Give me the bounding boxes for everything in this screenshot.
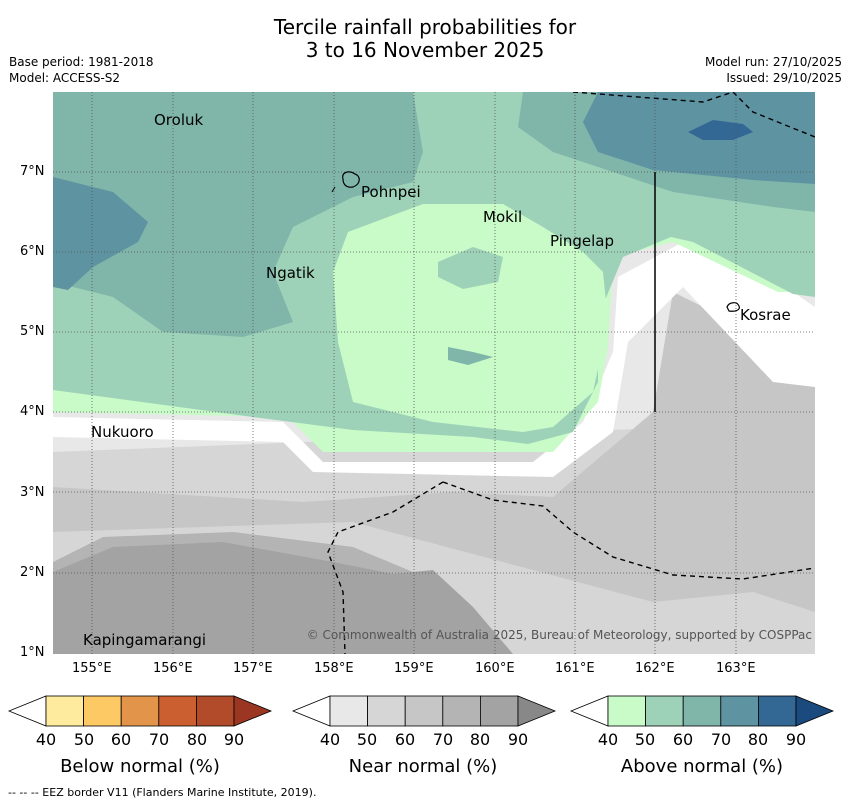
map-canvas (53, 92, 815, 654)
eez-border-lines (327, 92, 815, 654)
above-normal-70-west-region (53, 92, 423, 337)
chart-title-line1: Tercile rainfall probabilities for (273, 15, 577, 39)
colorbar-segment (367, 695, 406, 727)
cb-below-tick-60: 60 (110, 730, 132, 749)
colorbar-segment (83, 695, 122, 727)
place-label-kapingamarangi: Kapingamarangi (83, 631, 207, 649)
cb-near-tick-60: 60 (394, 730, 416, 749)
colorbar-segment-under (7, 695, 47, 727)
lat-label-3n: 3°N (20, 485, 45, 500)
model-run-label: Model run: 27/10/2025 (704, 55, 842, 69)
lat-label-6n: 6°N (20, 244, 45, 259)
lat-label-4n: 4°N (20, 404, 45, 419)
above-normal-70-spot-region (448, 347, 493, 365)
place-label-kosrae: Kosrae (740, 306, 791, 324)
colorbar-segment (195, 695, 235, 727)
cb-below-tick-80: 80 (186, 730, 208, 749)
cb-below-tick-70: 70 (148, 730, 170, 749)
place-label-ngatik: Ngatik (266, 264, 315, 282)
kosrae-island-icon (726, 302, 740, 312)
copyright-notice: © Commonwealth of Australia 2025, Bureau… (306, 628, 812, 642)
colorbar-segment-under (569, 695, 609, 727)
cb-near-tick-80: 80 (469, 730, 491, 749)
chart-title-line2: 3 to 16 November 2025 (305, 38, 545, 62)
place-label-pohnpei: Pohnpei (361, 183, 421, 201)
colorbar-above-normal (569, 695, 835, 727)
cb-above-tick-90: 90 (785, 730, 807, 749)
lon-label-159e: 159°E (394, 661, 434, 676)
lon-label-162e: 162°E (635, 661, 675, 676)
colorbar-segment (607, 695, 646, 727)
colorbar-segment (645, 695, 684, 727)
eez-footnote: -- -- -- EEZ border V11 (Flanders Marine… (8, 786, 317, 799)
colorbar-segment (404, 695, 444, 727)
lat-label-5n: 5°N (20, 324, 45, 339)
above-normal-80-east-region (583, 92, 815, 184)
lon-label-163e: 163°E (716, 661, 756, 676)
colorbar-segment (442, 695, 481, 727)
cb-near-tick-40: 40 (319, 730, 341, 749)
lon-label-160e: 160°E (475, 661, 515, 676)
ant-atoll-icon (331, 186, 336, 193)
model-label: Model: ACCESS-S2 (9, 71, 121, 85)
colorbar-segment (158, 695, 197, 727)
colorbar-segment (329, 695, 368, 727)
colorbar-below-normal (7, 695, 273, 727)
colorbar-segment-under (291, 695, 331, 727)
cb-below-tick-50: 50 (73, 730, 95, 749)
colorbar-title-near-normal: Near normal (%) (348, 756, 498, 777)
lat-label-2n: 2°N (20, 565, 45, 580)
base-period-label: Base period: 1981-2018 (9, 55, 154, 69)
place-label-mokil: Mokil (483, 208, 523, 226)
lon-label-158e: 158°E (314, 661, 354, 676)
place-label-nukuoro: Nukuoro (91, 423, 154, 441)
cb-above-tick-80: 80 (747, 730, 769, 749)
colorbar-segment (758, 695, 797, 727)
pohnpei-island-icon (342, 171, 360, 188)
colorbar-segment-over (517, 695, 557, 727)
cb-above-tick-40: 40 (597, 730, 619, 749)
colorbar-strip (7, 695, 835, 727)
near-normal-80-region (53, 542, 513, 654)
cb-near-tick-50: 50 (356, 730, 378, 749)
colorbar-title-below-normal: Below normal (%) (60, 756, 220, 777)
colorbar-segment (45, 695, 84, 727)
colorbar-title-above-normal: Above normal (%) (620, 756, 784, 777)
colorbar-segment-over (233, 695, 273, 727)
lon-label-155e: 155°E (72, 661, 112, 676)
above-normal-80-west-region (53, 177, 148, 290)
colorbar-segment (720, 695, 759, 727)
cb-near-tick-70: 70 (432, 730, 454, 749)
cb-above-tick-70: 70 (710, 730, 732, 749)
cb-below-tick-90: 90 (223, 730, 245, 749)
colorbar-segment (120, 695, 160, 727)
cb-near-tick-90: 90 (507, 730, 529, 749)
above-normal-50-inner-region (333, 204, 608, 432)
gridlines (53, 92, 815, 654)
above-normal-60-inner-region (438, 247, 503, 289)
near-normal-60-region (53, 292, 815, 612)
lon-label-157e: 157°E (233, 661, 273, 676)
place-label-oroluk: Oroluk (154, 111, 204, 129)
lat-label-1n: 1°N (20, 645, 45, 660)
lon-label-156e: 156°E (153, 661, 193, 676)
map-panel: Oroluk Pohnpei Mokil Pingelap Ngatik Kos… (53, 92, 815, 654)
lon-label-161e: 161°E (555, 661, 595, 676)
colorbar-segment (682, 695, 722, 727)
cb-below-tick-40: 40 (35, 730, 57, 749)
white-band-region (53, 242, 815, 477)
lat-label-7n: 7°N (20, 164, 45, 179)
cb-above-tick-60: 60 (672, 730, 694, 749)
cb-above-tick-50: 50 (634, 730, 656, 749)
place-label-pingelap: Pingelap (550, 232, 615, 250)
issued-label: Issued: 29/10/2025 (726, 71, 842, 85)
above-normal-90-region (688, 120, 753, 140)
colorbar-segment (479, 695, 519, 727)
colorbar-near-normal (291, 695, 557, 727)
colorbar-segment-over (795, 695, 835, 727)
